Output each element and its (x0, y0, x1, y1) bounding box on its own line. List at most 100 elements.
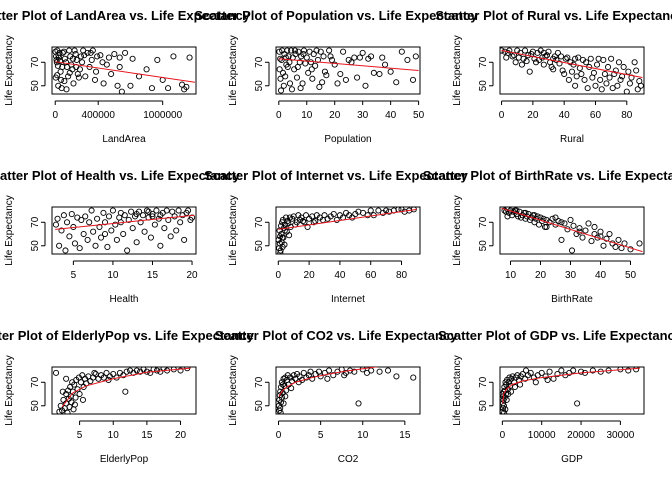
data-point (517, 49, 524, 56)
data-point (535, 221, 543, 228)
scatter-panel-3: Scatter Plot of Rural vs. Life Expectanc… (435, 8, 672, 145)
data-point (546, 368, 553, 375)
data-point (73, 56, 80, 63)
data-point (120, 372, 127, 379)
data-point (66, 47, 73, 54)
data-point (286, 214, 293, 221)
data-point (64, 409, 71, 414)
y-axis-label: Life Expectancy (228, 355, 239, 426)
data-point (87, 378, 94, 385)
data-point (540, 61, 547, 68)
data-point (56, 49, 63, 56)
x-tick-label: 20 (175, 430, 187, 441)
y-axis-label: Life Expectancy (4, 35, 15, 106)
data-point (143, 66, 150, 73)
y-axis-label: Life Expectancy (4, 355, 15, 426)
y-axis-label: Life Expectancy (228, 35, 239, 106)
x-tick-label: 5 (77, 430, 83, 441)
data-point (634, 86, 641, 93)
data-point (133, 239, 140, 246)
data-points (500, 47, 644, 94)
data-point (281, 241, 288, 248)
x-tick-label: 10 (108, 430, 120, 441)
data-point (111, 51, 118, 58)
data-point (381, 61, 389, 68)
data-point (103, 369, 110, 376)
data-point (326, 47, 333, 54)
data-point (116, 54, 123, 61)
scatter-panel-7: Scatter Plot of ElderlyPop vs. Life Expe… (0, 328, 255, 465)
data-point (143, 207, 150, 214)
data-point (113, 236, 120, 243)
y-tick-label: 70 (254, 56, 265, 68)
y-tick-label: 50 (30, 400, 41, 412)
data-point (310, 51, 317, 58)
data-point (110, 370, 117, 378)
data-point (280, 400, 287, 407)
data-point (368, 367, 375, 374)
data-point (620, 63, 627, 71)
data-point (300, 47, 308, 54)
data-point (384, 367, 392, 374)
data-point (63, 86, 70, 93)
data-point (293, 74, 301, 81)
data-point (625, 367, 632, 374)
data-point (334, 80, 341, 87)
plot-frame (51, 46, 197, 95)
data-point (154, 56, 161, 63)
data-point (280, 375, 287, 382)
data-point (538, 369, 545, 376)
data-point (147, 234, 154, 241)
data-point (603, 80, 610, 87)
data-point (133, 210, 140, 218)
y-tick-label: 70 (30, 56, 41, 68)
x-tick-label: 60 (365, 270, 377, 281)
data-point (501, 409, 508, 414)
x-tick-label: 0 (52, 110, 58, 121)
x-axis-label: Rural (560, 134, 584, 145)
x-tick-label: 10000 (528, 430, 556, 441)
trend-line (55, 61, 196, 83)
data-point (91, 369, 98, 376)
data-point (286, 232, 293, 239)
data-point (631, 59, 638, 66)
data-point (359, 49, 366, 56)
data-point (129, 55, 136, 62)
data-point (561, 70, 568, 78)
data-point (527, 369, 534, 376)
data-point (550, 375, 557, 382)
x-tick-label: 400000 (82, 110, 116, 121)
data-point (575, 54, 582, 61)
plot-title: Scatter Plot of ElderlyPop vs. Life Expe… (0, 328, 255, 343)
data-point (611, 70, 618, 78)
data-point (307, 59, 315, 66)
data-point (618, 245, 625, 252)
x-axis-label: CO2 (338, 454, 359, 465)
plot-title: Scatter Plot of Population vs. Life Expe… (194, 8, 478, 23)
data-point (568, 247, 576, 254)
data-point (276, 66, 283, 73)
data-point (169, 208, 176, 215)
trend-line (502, 367, 641, 404)
data-point (323, 72, 330, 79)
data-point (305, 69, 312, 76)
data-point (507, 388, 515, 395)
x-tick-label: 40 (595, 270, 607, 281)
data-point (288, 385, 295, 392)
data-point (185, 207, 192, 214)
data-point (165, 85, 172, 92)
data-point (331, 61, 338, 68)
x-tick-label: 15 (141, 430, 153, 441)
y-tick-label: 70 (254, 376, 265, 388)
data-point (503, 396, 510, 403)
data-point (355, 400, 362, 407)
x-axis-label: Internet (331, 294, 365, 305)
data-point (576, 225, 583, 232)
x-tick-label: 10 (301, 110, 313, 121)
y-tick-label: 50 (478, 240, 489, 252)
trend-line (55, 214, 195, 230)
plot-frame (51, 366, 197, 415)
data-point (104, 243, 111, 250)
data-point (93, 68, 100, 75)
